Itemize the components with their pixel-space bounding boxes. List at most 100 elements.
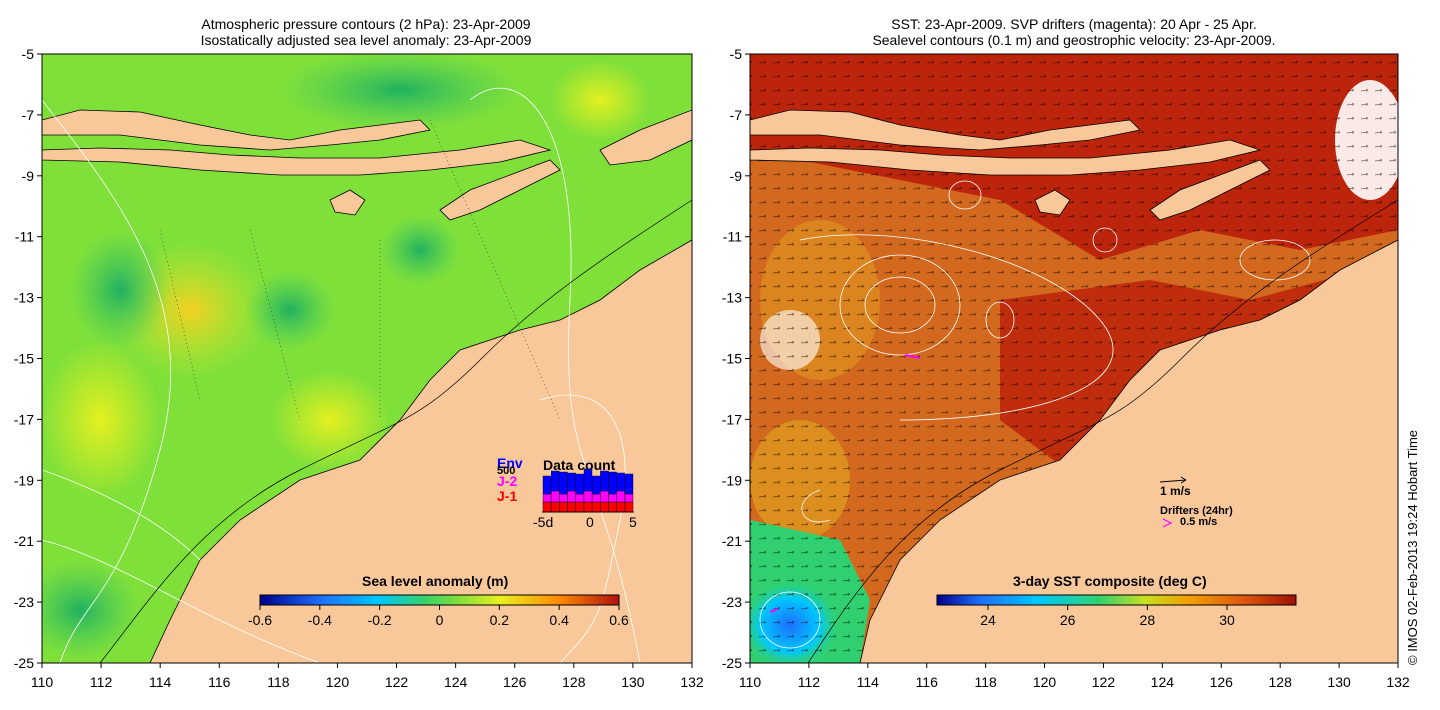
dc-bar-j2 [551,490,560,503]
left-lat-tick: -21 [14,533,34,549]
dc-bar-j2 [624,493,634,503]
right-lat-tick: -23 [722,594,742,610]
sla-colorbar-tick: -0.4 [308,612,332,628]
right-lon-tick: 128 [1269,674,1293,690]
right-lon-tick: 130 [1327,674,1351,690]
dc-bar-j1 [616,501,625,513]
left-axes: -5 -7 -9 -11 -13 -15 -17 -19 -21 -23 -25 110 112 114 1… [14,46,704,690]
dc-bar-j2 [559,493,568,503]
legend-j2: J-2 [497,473,517,489]
right-lat-tick: -5 [730,46,743,62]
data-count-title: Data count [543,457,616,473]
legend-j1: J-1 [497,488,517,504]
left-lon-tick: 128 [562,674,586,690]
drifter-track [904,354,921,359]
left-lat-tick: -17 [14,411,34,427]
dc-bar-j1 [567,501,576,513]
left-title-line1: Atmospheric pressure contours (2 hPa): 2… [201,16,531,32]
dc-bar-env [608,471,617,495]
dc-tick-1: -5d [533,514,553,530]
dc-bar-j2 [616,490,625,503]
sst-colorbar-tick: 28 [1140,612,1156,628]
dc-bar-env [542,475,552,495]
legend-env: Env [497,455,523,471]
dc-bar-j1 [592,501,601,513]
legend-extra: 500 [497,465,515,477]
drifters-speed: 0.5 m/s [1180,516,1217,528]
dc-bar-j2 [600,490,609,503]
left-lon-tick: 112 [90,674,113,690]
right-lon-tick: 124 [1151,674,1175,690]
left-lat-tick: -9 [22,168,35,184]
dc-bar-j2 [575,493,584,503]
left-lat-tick: -19 [14,472,34,488]
right-map [750,54,1398,663]
right-lon-tick: 120 [1033,674,1057,690]
left-title: Atmospheric pressure contours (2 hPa): 2… [40,16,692,48]
dc-bar-j2 [542,493,552,503]
right-lon-tick: 118 [974,674,997,690]
dc-tick-3: 5 [629,514,637,530]
sst-colorbar: 3-day SST composite (deg C) 24 26 28 30 [936,573,1297,628]
left-lon-tick: 124 [444,674,468,690]
sst-colorbar-title: 3-day SST composite (deg C) [1013,573,1207,589]
dc-bar-env [575,473,584,495]
sla-colorbar-title: Sea level anomaly (m) [362,573,508,589]
sla-colorbar-tick: 0.4 [549,612,569,628]
credit-text: © IMOS 02-Feb-2013 19:24 Hobart Time [1405,429,1420,665]
right-lon-tick: 110 [739,674,762,690]
dc-bar-env [583,468,593,492]
sla-colorbar-tick: 0.2 [490,612,510,628]
right-lon-tick: 112 [798,674,821,690]
right-lat-tick: -21 [722,533,742,549]
dc-bar-j1 [575,501,584,513]
dc-bar-env [616,472,625,492]
right-title-line2: Sealevel contours (0.1 m) and geostrophi… [872,32,1276,48]
sla-colorbar-tick: -0.6 [248,612,272,628]
drifter-track [769,608,779,613]
left-lat-tick: -25 [14,655,34,671]
java-land [42,109,431,151]
australia-land-right [859,239,1398,663]
dc-bar-j2 [592,493,601,503]
right-lat-tick: -25 [722,655,742,671]
sumba-land [329,189,366,216]
right-lat-tick: -17 [722,411,742,427]
dc-bar-j1 [583,501,593,513]
dc-bar-env [592,475,601,495]
left-lon-tick: 120 [326,674,350,690]
left-lat-tick: -11 [15,229,34,245]
left-title-line2: Isostatically adjusted sea level anomaly… [200,32,532,48]
sst-colorbar-tick: 26 [1060,612,1076,628]
right-lon-tick: 114 [857,674,880,690]
sla-colorbar-tick: -0.2 [368,612,392,628]
dc-bar-env [567,472,576,492]
dc-bar-j2 [567,490,576,503]
right-lon-tick: 126 [1210,674,1234,690]
lesser-sunda-land [42,139,552,176]
dc-bar-j1 [559,501,568,513]
dc-bar-env [559,471,568,495]
left-lon-tick: 130 [621,674,645,690]
vector-legend-label: 1 m/s [1160,484,1191,498]
sla-colorbar-tick: 0.6 [609,612,629,628]
dc-bar-env [551,470,560,492]
dc-bar-j1 [551,501,560,513]
left-lat-tick: -7 [22,107,35,123]
left-lon-tick: 132 [680,674,704,690]
left-lat-tick: -23 [14,594,34,610]
australia-land [149,239,692,663]
dc-bar-j1 [624,501,634,513]
data-count-bars [542,468,634,513]
drifters-label: Drifters (24hr) [1160,505,1233,517]
dc-bar-j1 [542,501,552,513]
left-lat-tick: -15 [14,351,34,367]
sst-colorbar-tick: 30 [1219,612,1235,628]
new-guinea-land [599,109,692,166]
left-map [42,54,692,663]
data-count-inset: Data count Env 500 J-2 J-1 -5d 0 5 [497,455,637,530]
right-lon-tick: 116 [916,674,939,690]
velocity-legend: 1 m/s Drifters (24hr) 0.5 m/s [1159,476,1233,528]
sla-colorbar: Sea level anomaly (m) -0.6 -0.4 -0.2 0 0.2 0.… [248,573,629,628]
